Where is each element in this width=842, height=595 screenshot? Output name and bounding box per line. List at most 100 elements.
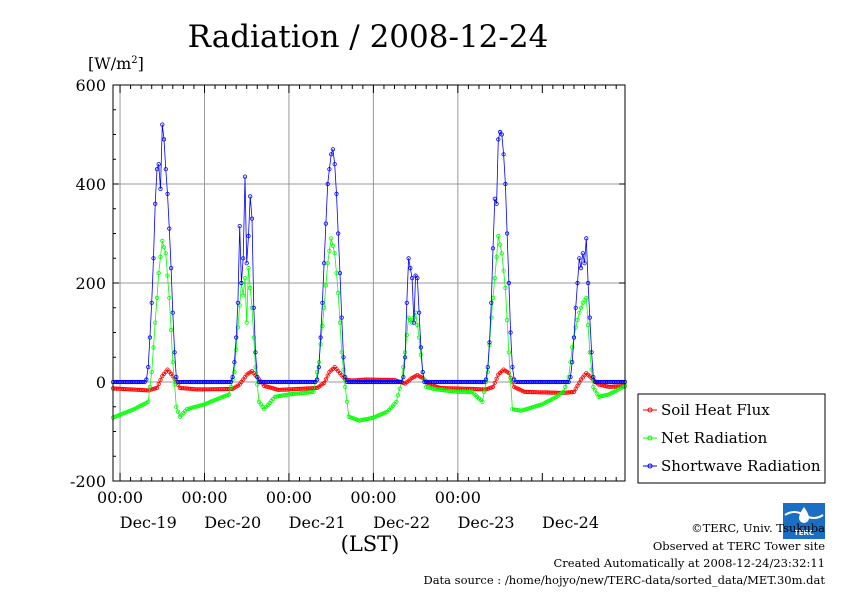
data-point (577, 310, 582, 315)
data-point (172, 382, 177, 387)
data-point (594, 391, 599, 396)
data-point (397, 379, 402, 385)
data-point (146, 364, 151, 370)
data-point (529, 405, 534, 410)
data-point (172, 350, 177, 355)
data-point (200, 402, 205, 407)
data-point (234, 335, 239, 340)
data-point (494, 254, 499, 260)
logo-text: TERC (794, 529, 814, 537)
data-point (314, 369, 320, 375)
data-point (227, 379, 232, 385)
data-point (255, 374, 260, 380)
series-line (112, 235, 626, 422)
data-point (161, 137, 167, 142)
copyright-credit: ©TERC, Univ. Tsukuba (691, 521, 825, 535)
data-point (320, 300, 325, 305)
data-point (584, 295, 589, 300)
data-point (169, 327, 174, 333)
data-point (489, 315, 494, 320)
data-point (497, 242, 503, 247)
data-point (339, 315, 344, 320)
data-point (165, 273, 170, 278)
data-point (589, 350, 594, 355)
data-point (411, 320, 416, 325)
data-point (587, 315, 592, 320)
data-point (571, 335, 577, 340)
data-point (592, 388, 598, 393)
data-point (161, 245, 167, 250)
data-point (480, 399, 485, 404)
x-day-label: Dec-24 (542, 513, 599, 532)
data-point (251, 335, 256, 340)
data-point (327, 248, 332, 253)
data-point (577, 256, 582, 261)
data-point (251, 305, 256, 310)
data-point (160, 238, 165, 243)
data-point (321, 380, 327, 386)
data-point (563, 384, 568, 389)
data-point (591, 374, 596, 380)
y-tick-label: -200 (70, 472, 106, 491)
data-point (575, 317, 580, 323)
x-time-label: 00:00 (350, 488, 396, 507)
data-point (253, 364, 258, 370)
data-point (401, 364, 406, 370)
legend-swatch-marker (647, 463, 653, 469)
data-point (249, 216, 255, 221)
data-point (496, 233, 501, 239)
data-point (151, 345, 156, 350)
data-point (323, 377, 328, 382)
data-point (230, 374, 235, 380)
data-point (316, 364, 321, 370)
data-point (571, 389, 577, 394)
data-point (330, 243, 335, 248)
series-group (110, 122, 628, 423)
y-tick-label: 400 (75, 175, 106, 194)
x-time-label: 00:00 (181, 488, 227, 507)
chart-title: Radiation / 2008-12-24 (188, 19, 549, 55)
observed-credit: Observed at TERC Tower site (653, 539, 825, 553)
y-tick-label: 600 (75, 76, 106, 95)
data-point (418, 352, 423, 357)
data-point (577, 380, 582, 385)
data-point (341, 367, 346, 372)
data-point (482, 389, 487, 394)
data-point (578, 265, 584, 271)
data-point (344, 399, 350, 404)
data-point (589, 367, 594, 372)
data-point (480, 379, 485, 385)
data-point (265, 384, 270, 389)
data-point (506, 280, 511, 286)
data-point (156, 162, 161, 167)
data-point (146, 399, 151, 404)
created-credit: Created Automatically at 2008-12-24/23:3… (554, 556, 826, 570)
data-point (321, 261, 327, 266)
data-point (329, 236, 334, 241)
data-point (232, 360, 237, 365)
data-point (591, 384, 596, 389)
legend-label: Shortwave Radiation (661, 457, 821, 475)
data-point (174, 404, 179, 409)
data-point (492, 380, 497, 385)
data-point (573, 325, 578, 330)
source-credit: Data source : /home/hojyo/new/TERC-data/… (423, 573, 825, 587)
data-point (504, 317, 510, 323)
data-point (508, 330, 513, 335)
data-point (494, 201, 499, 206)
x-day-label: Dec-23 (458, 513, 515, 532)
data-point (147, 384, 152, 389)
x-day-label: Dec-21 (289, 513, 346, 532)
series-line (112, 366, 626, 394)
data-point (489, 300, 494, 305)
data-point (399, 379, 404, 385)
data-point (153, 386, 158, 391)
data-point (313, 385, 318, 391)
data-point (485, 364, 490, 370)
data-point (394, 399, 399, 404)
data-point (496, 137, 501, 142)
data-point (239, 280, 244, 286)
grid-lines (113, 85, 625, 481)
data-point (176, 409, 181, 414)
